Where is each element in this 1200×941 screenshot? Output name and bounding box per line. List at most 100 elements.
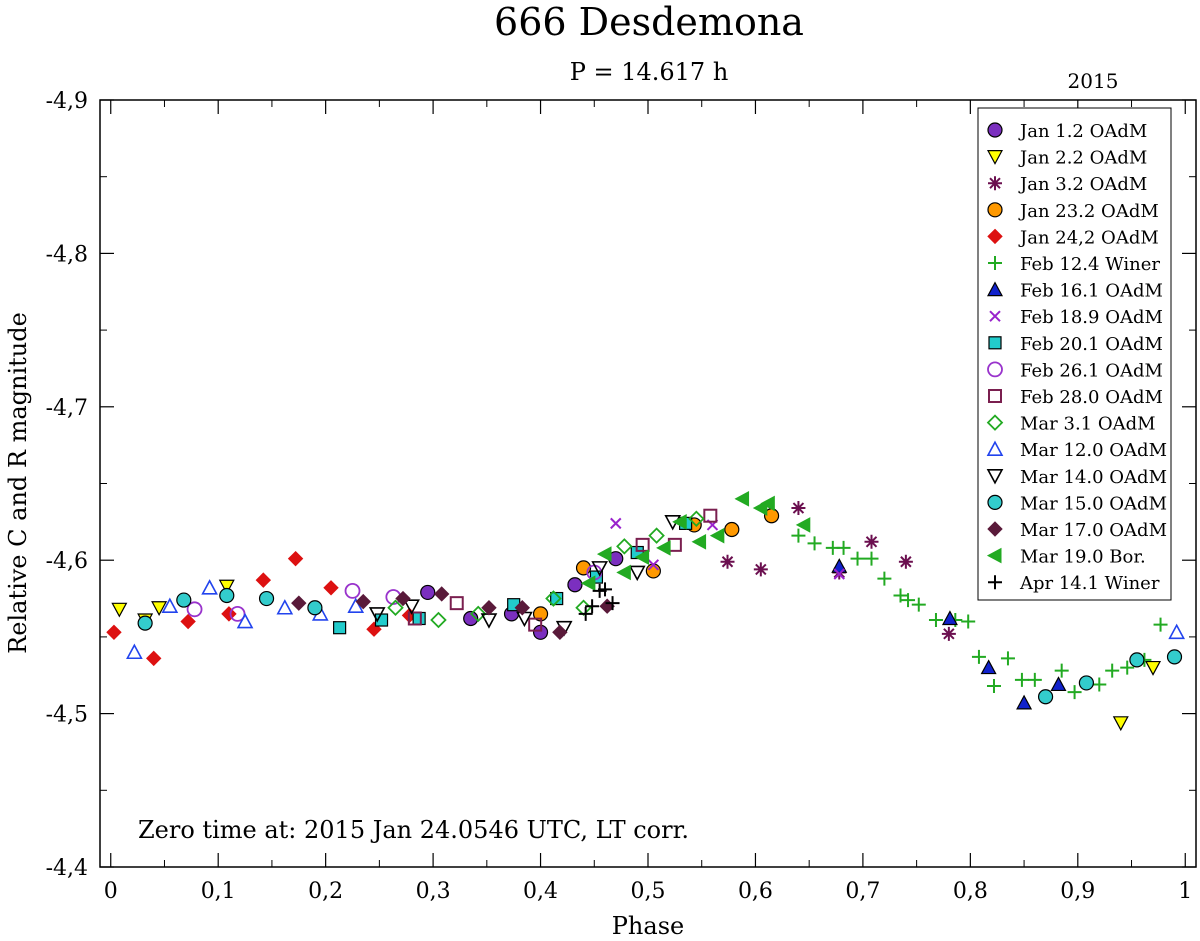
data-point	[333, 621, 347, 635]
data-point	[368, 607, 386, 623]
data-point	[864, 534, 879, 549]
legend-label: Feb 18.9 OAdM	[1020, 307, 1163, 328]
chart-subtitle: P = 14.617 h	[570, 58, 729, 86]
data-point	[1129, 652, 1145, 668]
legend-item: Mar 17.0 OAdM	[987, 520, 1167, 541]
legend-item: Jan 23.2 OAdM	[987, 201, 1159, 222]
legend-marker	[988, 256, 1002, 270]
data-point	[833, 568, 845, 580]
data-point	[463, 610, 479, 627]
x-tick-label: 0,5	[631, 879, 666, 904]
legend-label: Jan 3.2 OAdM	[1018, 174, 1147, 195]
data-point	[941, 626, 956, 641]
data-point	[1153, 617, 1168, 632]
data-point	[850, 551, 865, 566]
data-point	[1120, 660, 1135, 675]
data-point	[186, 601, 203, 618]
legend-label: Feb 12.4 Winer	[1020, 254, 1160, 275]
legend-item: Mar 19.0 Bor.	[986, 547, 1146, 568]
legend-label: Mar 3.1 OAdM	[1020, 414, 1156, 435]
legend-label: Mar 17.0 OAdM	[1020, 520, 1167, 541]
data-point	[407, 611, 422, 626]
legend-item: Feb 18.9 OAdM	[989, 307, 1163, 328]
data-point	[1166, 649, 1183, 665]
data-point	[137, 615, 153, 631]
data-point	[691, 533, 707, 550]
x-tick-label: 1	[1178, 879, 1192, 904]
data-point	[836, 540, 851, 555]
data-point	[1105, 663, 1120, 678]
data-point	[901, 593, 916, 608]
series-11	[387, 510, 705, 629]
data-point	[111, 602, 128, 618]
data-point	[688, 510, 705, 528]
data-point	[1054, 663, 1069, 678]
data-point	[449, 596, 464, 611]
data-point	[323, 580, 339, 596]
legend-marker	[987, 361, 1003, 378]
data-point	[514, 600, 530, 616]
legend-item: Feb 20.1 OAdM	[988, 334, 1163, 355]
data-point	[151, 601, 168, 617]
data-point	[893, 588, 908, 603]
chart-title: 666 Desdemona	[494, 0, 804, 44]
data-point	[864, 551, 879, 566]
data-point	[667, 537, 682, 552]
data-point	[1000, 651, 1015, 666]
axis-ticks	[100, 99, 1196, 868]
legend-label: Jan 1.2 OAdM	[1018, 121, 1147, 142]
data-point	[1014, 672, 1029, 687]
legend-box	[977, 107, 1172, 601]
data-point	[598, 582, 613, 597]
data-point	[753, 562, 768, 577]
data-point	[591, 561, 608, 577]
data-point	[941, 610, 958, 626]
series-1	[111, 579, 1162, 732]
data-point	[1067, 685, 1082, 700]
legend-label: Feb 16.1 OAdM	[1020, 281, 1163, 302]
x-tick-label: 0,6	[738, 879, 773, 904]
data-point	[1145, 660, 1162, 676]
legend-marker	[988, 176, 1002, 191]
y-tick-label: -4,5	[46, 703, 88, 728]
data-point	[1016, 694, 1033, 710]
legend-item: Mar 12.0 OAdM	[986, 440, 1167, 461]
data-point	[709, 527, 725, 544]
data-point	[219, 587, 235, 604]
data-point	[126, 643, 143, 660]
data-point	[161, 597, 179, 614]
data-point	[344, 582, 361, 599]
legend-item: Jan 24,2 OAdM	[987, 227, 1159, 248]
data-point	[291, 595, 307, 611]
legend-item: Mar 3.1 OAdM	[986, 414, 1156, 435]
legend-marker	[986, 414, 1004, 431]
data-point	[550, 591, 564, 606]
data-point	[307, 600, 323, 616]
data-point	[1027, 672, 1042, 687]
series-7	[610, 517, 845, 580]
data-point	[791, 528, 806, 543]
data-points	[106, 491, 1185, 732]
data-point	[656, 540, 671, 556]
data-point	[1050, 676, 1067, 692]
data-point	[911, 597, 926, 612]
legend-marker	[988, 336, 1002, 350]
legend-item: Jan 3.2 OAdM	[988, 174, 1147, 195]
legend-marker	[986, 281, 1004, 297]
legend-label: Mar 19.0 Bor.	[1020, 547, 1146, 568]
data-point	[877, 571, 892, 586]
data-point	[616, 564, 631, 581]
x-tick-label: 0,7	[845, 879, 880, 904]
series-10	[407, 508, 718, 632]
x-tick-label: 0,1	[201, 879, 236, 904]
data-point	[201, 579, 218, 595]
legend-label: Mar 12.0 OAdM	[1020, 440, 1167, 461]
legend-label: Jan 24,2 OAdM	[1018, 227, 1159, 248]
series-3	[532, 508, 780, 622]
data-point	[430, 611, 447, 629]
y-tick-label: -4,8	[46, 242, 88, 267]
legend-label: Feb 28.0 OAdM	[1020, 387, 1163, 408]
data-point	[1078, 675, 1095, 691]
data-point	[106, 624, 122, 641]
